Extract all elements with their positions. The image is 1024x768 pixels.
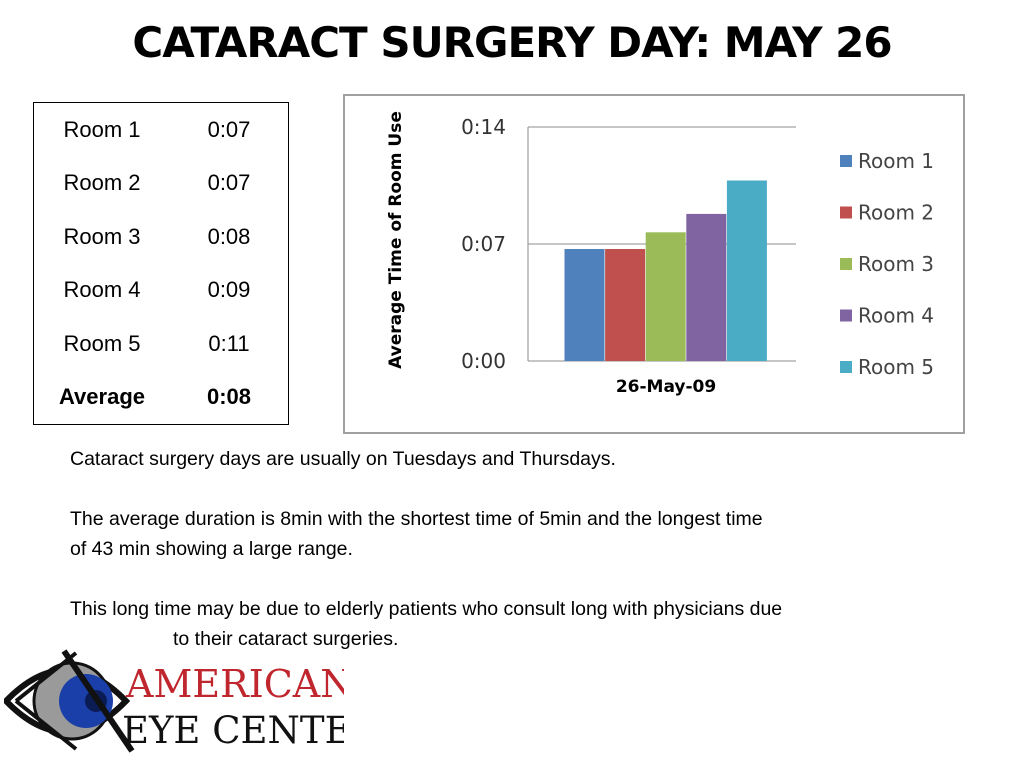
note-duration-line2: of 43 min showing a large range.	[70, 538, 353, 560]
table-row: Room 4 0:09	[34, 263, 289, 316]
legend-label: Room 2	[858, 201, 934, 225]
page-title: CATARACT SURGERY DAY: MAY 26	[132, 18, 892, 67]
room-label: Room 4	[63, 277, 141, 303]
note-reason-line2: to their cataract surgeries.	[173, 628, 399, 650]
bar-room-3	[645, 232, 686, 361]
average-row: Average 0:08	[34, 370, 289, 424]
room-label: Room 2	[63, 170, 141, 196]
table-row: Room 1 0:07	[34, 103, 289, 157]
legend-label: Room 5	[858, 355, 934, 379]
room-use-chart: 0:00 0:07 0:14 26-May-09 Room 1 Room 2 Room 3…	[343, 94, 965, 434]
y-axis-title: Average Time of Room Use	[386, 111, 406, 369]
logo-line2: EYE CENTER	[122, 709, 344, 752]
y-tick-label: 0:07	[461, 232, 506, 256]
room-label: Room 3	[63, 223, 141, 249]
room-time: 0:11	[208, 330, 250, 356]
legend-swatch	[840, 206, 852, 219]
room-label: Room 5	[63, 330, 141, 356]
table-row: Room 3 0:08	[34, 210, 289, 263]
room-time: 0:07	[207, 116, 251, 142]
bar-room-5	[726, 180, 767, 361]
note-schedule: Cataract surgery days are usually on Tue…	[70, 448, 616, 470]
room-time: 0:08	[207, 223, 251, 249]
notes: Cataract surgery days are usually on Tue…	[70, 444, 950, 654]
room-times-table: Room 1 0:07 Room 2 0:07 Room 3 0:08 Room…	[33, 102, 289, 425]
room-label: Room 1	[63, 116, 141, 142]
room-time: 0:09	[207, 277, 251, 303]
room-time: 0:07	[207, 170, 251, 196]
legend-swatch	[840, 258, 852, 270]
legend-swatch	[840, 309, 852, 322]
legend-label: Room 1	[858, 149, 934, 173]
chart-canvas: 0:00 0:07 0:14 26-May-09 Room 1 Room 2 Room 3…	[386, 111, 934, 397]
table-row: Room 5 0:11	[34, 317, 289, 370]
legend-swatch	[840, 361, 852, 373]
legend-label: Room 3	[858, 252, 934, 276]
note-reason-line1: This long time may be due to elderly pat…	[70, 598, 783, 620]
bar-room-1	[564, 249, 605, 361]
y-tick-label: 0:14	[461, 115, 506, 139]
average-label: Average	[58, 384, 145, 410]
legend-swatch	[840, 155, 852, 167]
bar-room-2	[605, 249, 646, 361]
eye-icon	[4, 649, 135, 753]
legend-label: Room 4	[858, 304, 934, 328]
table-row: Room 2 0:07	[34, 157, 289, 210]
note-duration-line1: The average duration is 8min with the sh…	[70, 508, 763, 530]
bar-room-4	[686, 213, 727, 361]
american-eye-center-logo: AMERICAN EYE CENTER	[4, 649, 344, 753]
x-category-label: 26-May-09	[616, 377, 716, 397]
y-tick-label: 0:00	[461, 349, 506, 373]
average-time: 0:08	[206, 384, 252, 410]
logo-line1: AMERICAN	[125, 662, 344, 706]
